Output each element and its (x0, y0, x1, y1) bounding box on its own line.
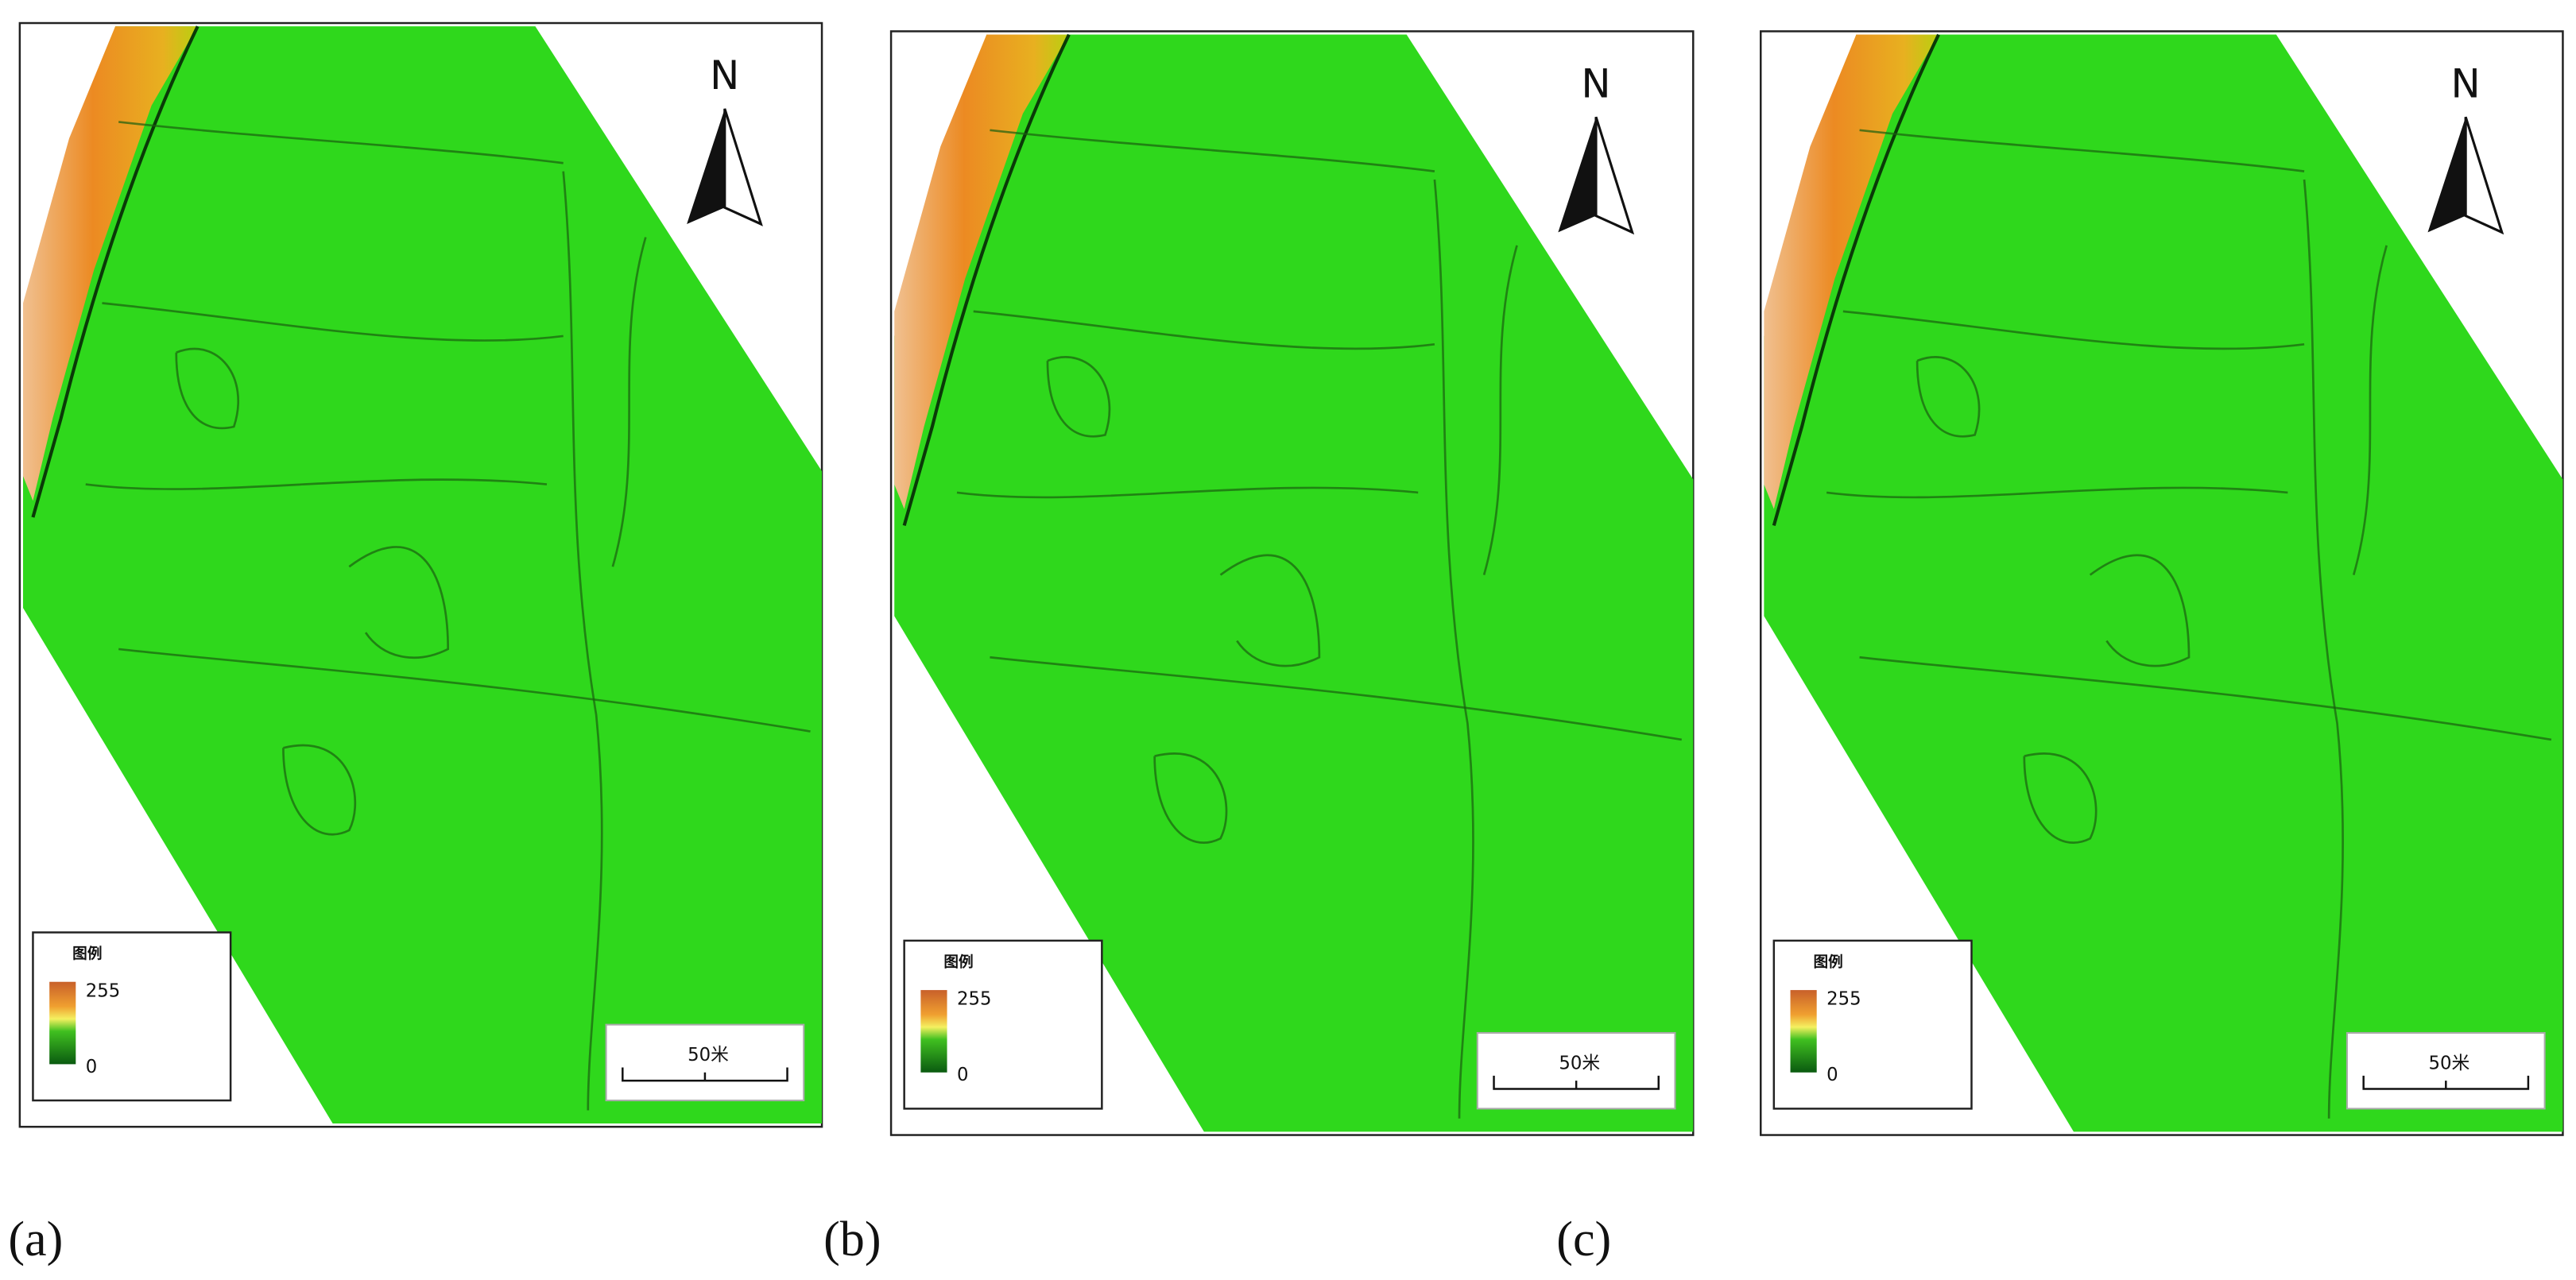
scale-box (1476, 1031, 1676, 1110)
legend-max: 255 (957, 989, 992, 1010)
terrain-feature (1153, 752, 1228, 844)
legend-title: 图例 (943, 953, 973, 971)
legend-min: 0 (957, 1065, 969, 1085)
scale-bar (622, 1067, 788, 1082)
terrain-feature (102, 302, 564, 342)
terrain-feature (1046, 356, 1111, 438)
map-panel: N 图例 255 0 50米 (889, 30, 1695, 1136)
terrain-feature (118, 121, 564, 164)
terrain-feature (118, 648, 811, 733)
north-arrow-right (1594, 116, 1635, 235)
terrain-feature (1916, 356, 1981, 438)
terrain-feature (175, 347, 239, 430)
terrain-feature (956, 486, 1419, 499)
terrain-feature (282, 744, 357, 836)
legend-ramp (1790, 990, 1817, 1073)
scale-bar (2362, 1075, 2530, 1090)
terrain-feature (1433, 179, 1474, 1119)
scale-label: 50米 (1559, 1054, 1600, 1074)
terrain-feature (990, 655, 1682, 741)
scale-box (605, 1023, 805, 1102)
terrain-feature (562, 171, 603, 1111)
terrain-feature (1482, 245, 1518, 575)
map-panel: N 图例 255 0 50米 (18, 21, 823, 1128)
terrain-feature (85, 478, 548, 490)
terrain-feature (2352, 245, 2388, 575)
terrain-feature (2023, 752, 2098, 844)
terrain-feature (348, 546, 449, 659)
map-panel: N 图例 255 0 50米 (1759, 30, 2564, 1136)
terrain-feature (1826, 486, 2288, 499)
terrain-feature (1842, 310, 2305, 350)
panel-label: (b) (823, 1212, 881, 1266)
scale-bar (1493, 1075, 1660, 1090)
north-label: N (1581, 60, 1610, 106)
scale-label: 50米 (2429, 1054, 2470, 1074)
north-label: N (2451, 60, 2481, 106)
north-arrow-left (687, 108, 725, 224)
terrain-feature (2303, 179, 2344, 1119)
terrain-edge (31, 25, 199, 518)
terrain-feature (611, 237, 647, 567)
terrain-edge (1772, 33, 1940, 526)
panel-label: (a) (8, 1212, 63, 1266)
legend-max: 255 (1826, 989, 1861, 1010)
terrain (23, 26, 823, 1124)
elevation-strip (23, 26, 198, 501)
terrain-feature (1859, 129, 2305, 172)
legend-min: 0 (1826, 1065, 1838, 1085)
terrain-feature (1219, 554, 1321, 667)
terrain (894, 34, 1694, 1132)
legend-min: 0 (86, 1057, 98, 1077)
terrain-feature (2089, 554, 2191, 667)
scale-label: 50米 (688, 1045, 729, 1065)
legend-ramp (920, 990, 947, 1073)
terrain (1764, 34, 2563, 1132)
north-arrow-left (1558, 117, 1597, 233)
terrain-feature (1859, 655, 2552, 741)
legend-title: 图例 (1814, 953, 1843, 971)
terrain-edge (902, 33, 1071, 526)
legend-title: 图例 (72, 945, 102, 963)
north-arrow-left (2427, 117, 2466, 233)
terrain-feature (973, 310, 1435, 350)
legend-max: 255 (86, 980, 121, 1001)
panel-label: (c) (1556, 1212, 1611, 1266)
scale-box (2346, 1031, 2546, 1110)
elevation-strip (1764, 34, 1939, 509)
north-label: N (710, 52, 739, 99)
legend-ramp (49, 981, 76, 1065)
elevation-strip (894, 34, 1069, 509)
terrain-feature (990, 129, 1435, 172)
north-arrow-right (723, 108, 763, 226)
north-arrow-right (2464, 116, 2504, 235)
